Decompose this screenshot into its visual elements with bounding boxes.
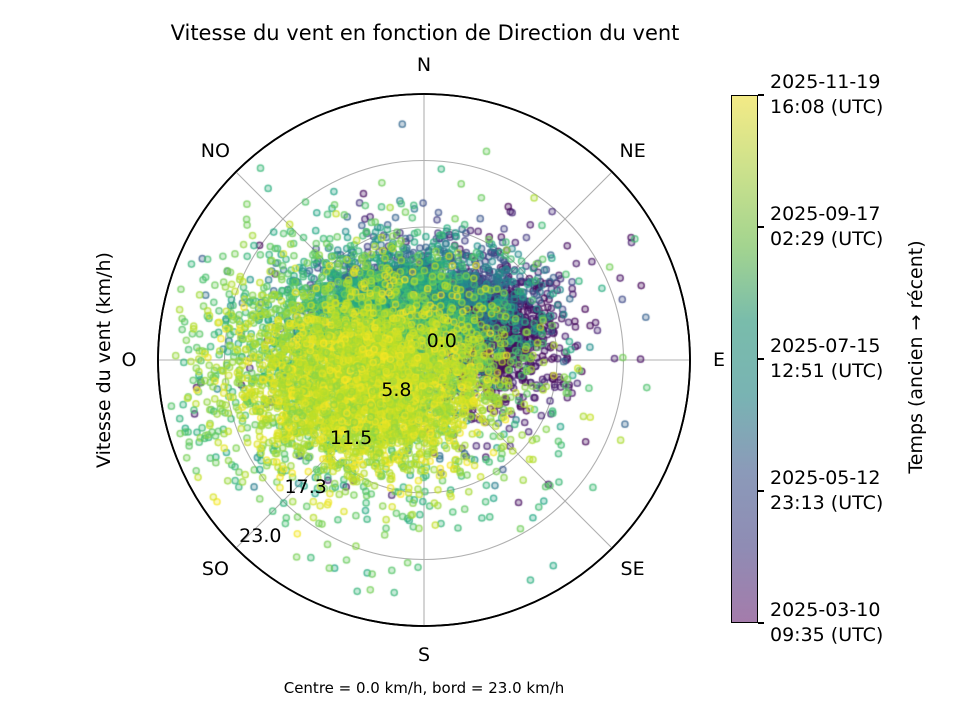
colorbar-tick-time: 12:51 (UTC) — [770, 360, 884, 382]
radial-tick-label-1: 5.8 — [381, 378, 412, 401]
colorbar-tickmark — [758, 490, 764, 492]
colorbar-axis-label: Temps (ancien → récent) — [905, 240, 927, 474]
colorbar-tick-date: 2025-09-17 — [770, 203, 881, 225]
colorbar-tick-date: 2025-05-12 — [770, 467, 881, 489]
direction-label-o: O — [121, 349, 137, 371]
colorbar-tick-date: 2025-03-10 — [770, 599, 881, 621]
colorbar-tick-time: 16:08 (UTC) — [770, 96, 884, 118]
direction-label-e: E — [712, 349, 726, 371]
colorbar-tickmark — [758, 94, 764, 96]
colorbar-tick-label-0: 2025-11-19 16:08 (UTC) — [770, 70, 883, 120]
colorbar-tick-time: 09:35 (UTC) — [770, 624, 884, 646]
direction-label-n: N — [416, 54, 432, 76]
colorbar-tick-date: 2025-11-19 — [770, 71, 881, 93]
radial-tick-label-3: 17.3 — [284, 475, 327, 498]
y-axis-label: Vitesse du vent (km/h) — [93, 252, 115, 468]
colorbar-tick-label-1: 2025-09-17 02:29 (UTC) — [770, 202, 883, 252]
colorbar-tick-label-2: 2025-07-15 12:51 (UTC) — [770, 334, 883, 384]
colorbar — [731, 95, 758, 623]
direction-label-se: SE — [620, 557, 645, 580]
direction-label-s: S — [417, 644, 431, 666]
colorbar-tick-time: 02:29 (UTC) — [770, 228, 884, 250]
colorbar-tickmark — [758, 358, 764, 360]
direction-label-so: SO — [201, 557, 229, 580]
direction-label-ne: NE — [619, 140, 646, 163]
direction-label-no: NO — [200, 140, 230, 163]
colorbar-tick-time: 23:13 (UTC) — [770, 492, 884, 514]
colorbar-tick-date: 2025-07-15 — [770, 335, 881, 357]
radial-tick-label-0: 0.0 — [426, 329, 457, 352]
colorbar-tick-label-4: 2025-03-10 09:35 (UTC) — [770, 598, 883, 648]
colorbar-tick-label-3: 2025-05-12 23:13 (UTC) — [770, 466, 883, 516]
chart-caption: Centre = 0.0 km/h, bord = 23.0 km/h — [283, 679, 565, 697]
radial-tick-label-2: 11.5 — [329, 427, 373, 450]
colorbar-tickmark — [758, 622, 764, 624]
colorbar-tickmark — [758, 226, 764, 228]
radial-tick-label-4: 23.0 — [239, 524, 282, 547]
